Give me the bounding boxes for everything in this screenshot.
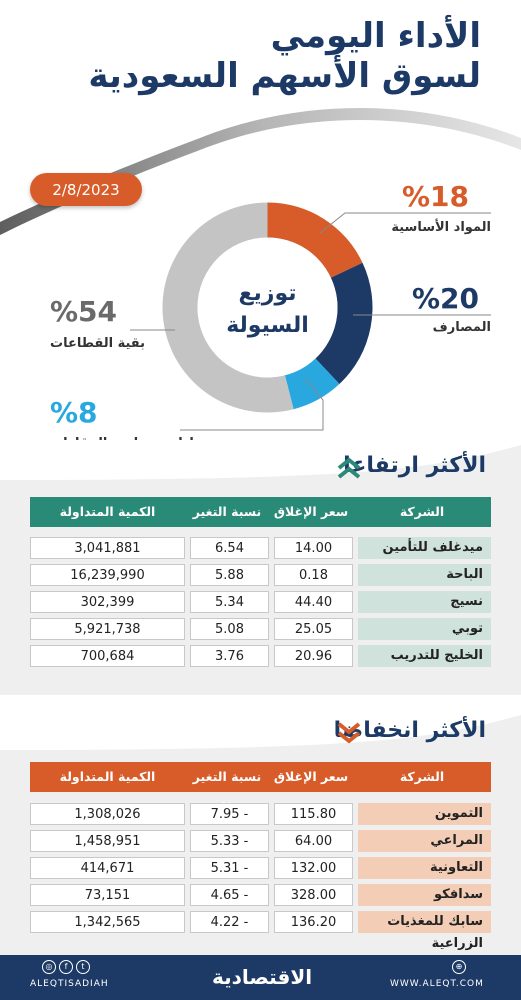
gainers-table-header: الكمية المتداولة نسبة التغير % سعر الإغل…: [30, 497, 491, 549]
col-close: سعر الإغلاق: [273, 504, 349, 519]
col-company: الشركة: [399, 504, 445, 519]
segment-pct-others: %54: [50, 295, 118, 328]
twitter-icon[interactable]: t: [76, 960, 90, 974]
donut-segments: [162, 202, 373, 413]
losers-wave: [0, 710, 521, 750]
cell-change: 5.34: [190, 591, 269, 613]
globe-icon: ⊕: [452, 960, 466, 974]
social-handle[interactable]: ALEQTISADIAH: [30, 979, 109, 989]
cell-close: 64.00: [274, 830, 353, 852]
cell-change: 6.54: [190, 537, 269, 559]
page-title-line2: لسوق الأسهم السعودية: [88, 56, 481, 96]
col-volume: الكمية المتداولة: [59, 504, 156, 519]
cell-close: 20.96: [274, 645, 353, 667]
segment-pct-realestate: %8: [50, 396, 98, 429]
cell-company: سدافكو: [358, 884, 491, 906]
cell-change: 5.08: [190, 618, 269, 640]
donut-hole: [197, 237, 338, 378]
cell-change: 7.95 -: [190, 803, 269, 825]
cell-change: 5.31 -: [190, 857, 269, 879]
table-row: 302,399 5.34 44.40 نسيج: [30, 591, 491, 613]
segment-label-others: بقية القطاعات: [50, 336, 146, 351]
footer-bar: ◎ f t ALEQTISADIAH الاقتصادية ⊕ WWW.ALEQ…: [0, 955, 521, 1000]
page-title-line1: الأداء اليومي: [270, 16, 481, 56]
segment-label-materials: المواد الأساسية: [391, 220, 491, 235]
leader-line-materials: [319, 212, 491, 234]
donut-segment-materials: [267, 202, 363, 278]
cell-company: ميدغلف للتأمين: [358, 537, 491, 559]
gainers-title: الأكثر ارتفاعا: [343, 453, 486, 478]
cell-volume: 1,308,026: [30, 803, 185, 825]
cell-company: الخليج للتدريب: [358, 645, 491, 667]
facebook-icon[interactable]: f: [59, 960, 73, 974]
cell-volume: 3,041,881: [30, 537, 185, 559]
table-row: 73,151 4.65 -328.00 سدافكو: [30, 884, 491, 906]
leader-line-realestate: [180, 377, 324, 431]
up-arrow-icon: [337, 457, 361, 479]
cell-close: 0.18: [274, 564, 353, 586]
donut-segment-banks: [315, 262, 373, 385]
table-row: 5,921,738 5.08 25.05 توبي: [30, 618, 491, 640]
table-row: 1,458,951 5.33 -64.00 المراعي: [30, 830, 491, 852]
website-link[interactable]: WWW.ALEQT.COM: [390, 979, 484, 989]
down-arrow-icon: [337, 722, 361, 744]
cell-close: 14.00: [274, 537, 353, 559]
cell-close: 328.00: [274, 884, 353, 906]
date-badge: 2/8/2023: [30, 173, 142, 206]
cell-volume: 1,342,565: [30, 911, 185, 933]
table-row: 414,671 5.31 -132.00 التعاونية: [30, 857, 491, 879]
col-change: نسبة التغير %: [192, 769, 262, 814]
cell-close: 25.05: [274, 618, 353, 640]
cell-volume: 1,458,951: [30, 830, 185, 852]
cell-company: المراعي: [358, 830, 491, 852]
cell-volume: 414,671: [30, 857, 185, 879]
cell-close: 136.20: [274, 911, 353, 933]
cell-change: 5.88: [190, 564, 269, 586]
col-close: سعر الإغلاق: [273, 769, 349, 784]
cell-change: 4.65 -: [190, 884, 269, 906]
donut-center-line2: السيولة: [226, 313, 309, 338]
cell-volume: 16,239,990: [30, 564, 185, 586]
cell-change: 4.22 -: [190, 911, 269, 933]
table-row: 700,684 3.76 20.96 الخليج للتدريب: [30, 645, 491, 667]
col-company: الشركة: [399, 769, 445, 784]
instagram-icon[interactable]: ◎: [42, 960, 56, 974]
cell-change: 3.76: [190, 645, 269, 667]
liquidity-donut-chart: توزيع السيولة: [162, 202, 373, 413]
segment-label-banks: المصارف: [432, 320, 491, 335]
table-row: 16,239,990 5.88 0.18 الباحة: [30, 564, 491, 586]
losers-table-header: الكمية المتداولة نسبة التغير % سعر الإغل…: [30, 762, 491, 814]
losers-title: الأكثر انخفاضا: [333, 718, 486, 743]
donut-segment-realestate: [284, 358, 340, 410]
col-change: نسبة التغير %: [192, 504, 262, 549]
cell-company: سابك للمغذيات الزراعية: [358, 911, 491, 951]
cell-volume: 302,399: [30, 591, 185, 613]
cell-volume: 5,921,738: [30, 618, 185, 640]
cell-change: 5.33 -: [190, 830, 269, 852]
table-row: 3,041,881 6.54 14.00 ميدغلف للتأمين: [30, 537, 491, 559]
table-row: 1,308,026 7.95 -115.80 التموين: [30, 803, 491, 825]
cell-company: توبي: [358, 618, 491, 640]
leader-lines: [130, 212, 491, 431]
cell-company: نسيج: [358, 591, 491, 613]
col-volume: الكمية المتداولة: [59, 769, 156, 784]
brand-logo: الاقتصادية: [212, 965, 313, 989]
gainers-wave: [0, 440, 521, 480]
cell-company: التموين: [358, 803, 491, 825]
donut-center-line1: توزيع: [238, 281, 296, 306]
segment-pct-materials: %18: [402, 180, 470, 213]
segment-pct-banks: %20: [412, 282, 480, 315]
cell-volume: 700,684: [30, 645, 185, 667]
cell-volume: 73,151: [30, 884, 185, 906]
cell-company: الباحة: [358, 564, 491, 586]
donut-segment-others: [162, 202, 294, 413]
cell-close: 115.80: [274, 803, 353, 825]
cell-close: 44.40: [274, 591, 353, 613]
cell-close: 132.00: [274, 857, 353, 879]
table-row: 1,342,565 4.22 -136.20 سابك للمغذيات الزرا…: [30, 911, 491, 951]
cell-company: التعاونية: [358, 857, 491, 879]
